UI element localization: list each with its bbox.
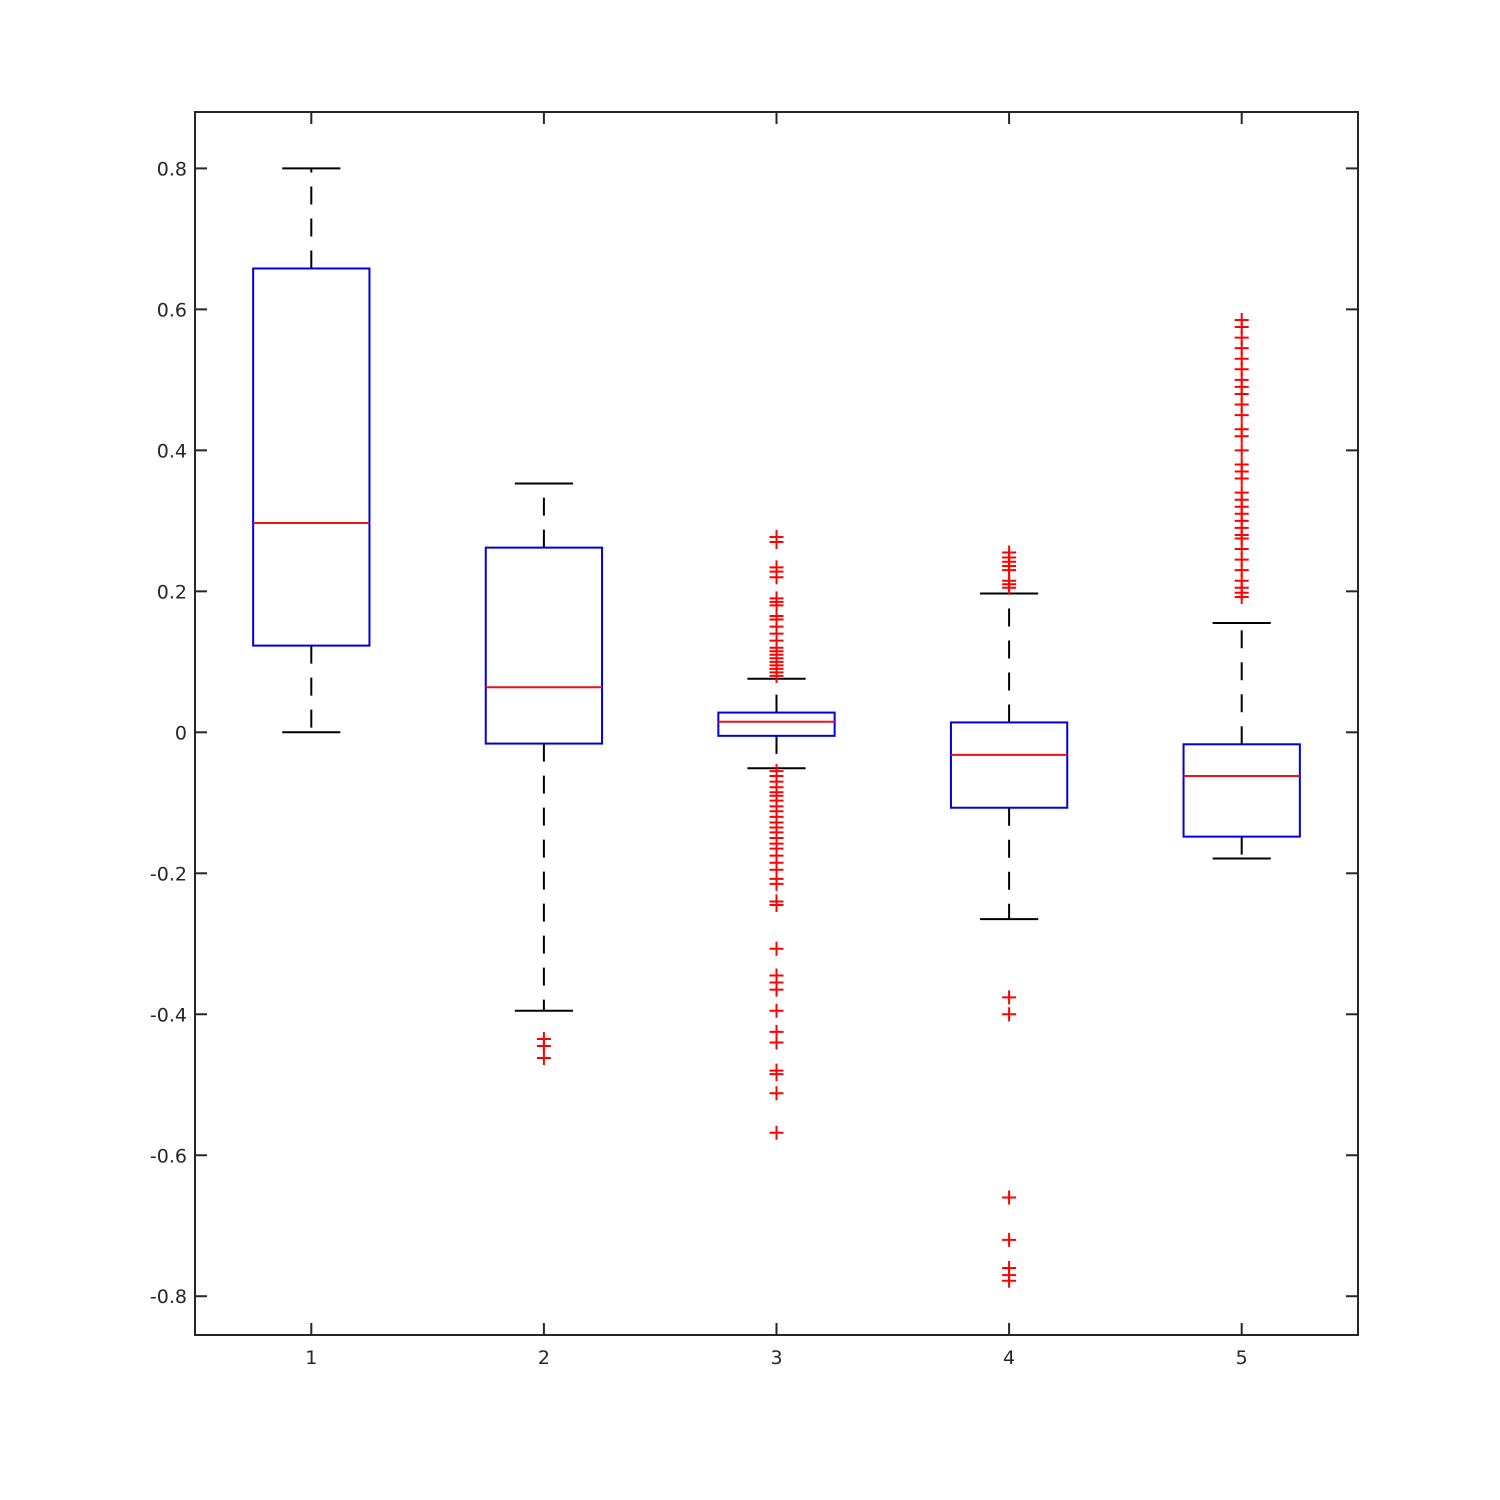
x-axis: 1 2 3 4 5	[305, 112, 1248, 1369]
outlier-marker	[769, 876, 784, 891]
y-tick-label: -0.6	[150, 1145, 187, 1167]
outlier-marker	[769, 1125, 784, 1140]
iqr-box	[252, 267, 371, 647]
outlier-marker	[1002, 580, 1017, 595]
outlier-marker	[1234, 589, 1249, 604]
y-tick-label: 0.2	[157, 581, 187, 603]
iqr-box	[1182, 743, 1301, 838]
y-tick-label: -0.4	[150, 1004, 187, 1026]
outlier-marker	[769, 941, 784, 956]
x-tick-label: 4	[1003, 1347, 1015, 1369]
outlier-marker	[769, 1035, 784, 1050]
outlier-marker	[769, 898, 784, 913]
outlier-marker	[769, 570, 784, 585]
outlier-marker	[1234, 429, 1249, 444]
box-group-4	[949, 545, 1069, 1288]
outlier-marker	[1002, 1232, 1017, 1247]
y-tick-label: 0.8	[157, 158, 187, 180]
y-tick-label: 0.4	[157, 440, 187, 462]
outlier-marker	[1002, 1273, 1017, 1288]
outlier-marker	[769, 1003, 784, 1018]
iqr-box	[484, 546, 604, 745]
outlier-marker	[1234, 471, 1249, 486]
iqr-box	[949, 721, 1069, 809]
outlier-marker	[1002, 990, 1017, 1005]
outlier-marker	[536, 1038, 551, 1053]
y-tick-label: -0.8	[150, 1286, 187, 1308]
outlier-marker	[1002, 1007, 1017, 1022]
y-tick-label: 0.6	[157, 299, 187, 321]
y-tick-label: -0.2	[150, 863, 187, 885]
box-group-3	[717, 530, 836, 1140]
outlier-marker	[769, 982, 784, 997]
plot-area	[252, 167, 1301, 1288]
outlier-marker	[1234, 443, 1249, 458]
outlier-marker	[769, 1086, 784, 1101]
outlier-marker	[769, 1067, 784, 1082]
y-tick-label: 0	[175, 722, 187, 744]
box-group-5	[1182, 312, 1301, 860]
x-tick-label: 2	[538, 1347, 550, 1369]
outlier-marker	[536, 1050, 551, 1065]
outlier-marker	[1002, 1190, 1017, 1205]
outlier-marker	[769, 668, 784, 683]
x-tick-label: 5	[1236, 1347, 1248, 1369]
y-axis: -0.8 -0.6 -0.4 -0.2 0 0.2 0.4 0.6 0.8	[150, 158, 1358, 1308]
outlier-marker	[1234, 408, 1249, 423]
x-tick-label: 1	[305, 1347, 317, 1369]
box-group-1	[252, 167, 371, 734]
iqr-box	[717, 711, 836, 737]
x-tick-label: 3	[770, 1347, 782, 1369]
outlier-marker	[769, 534, 784, 549]
box-group-2	[484, 482, 604, 1065]
